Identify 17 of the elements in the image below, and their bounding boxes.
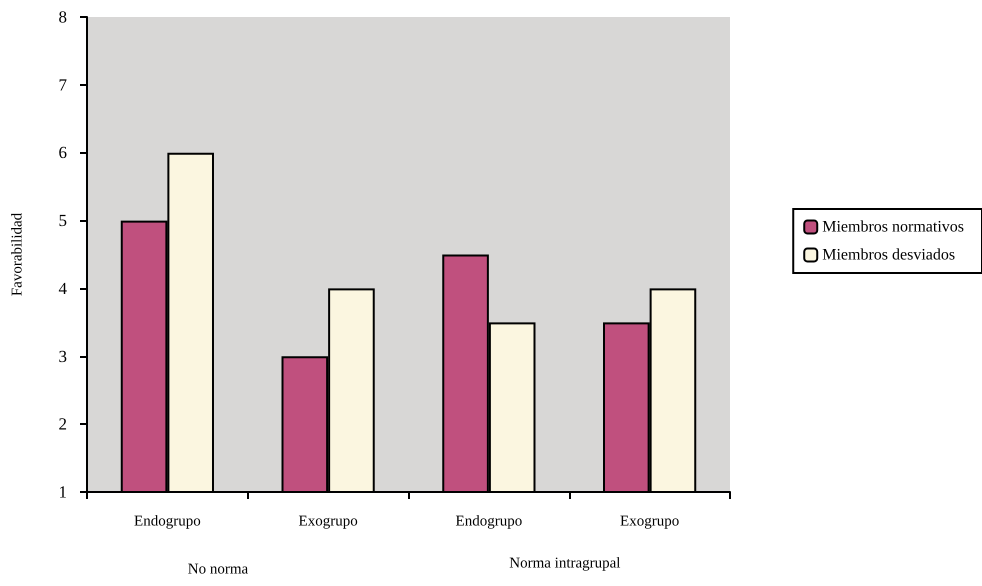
- y-tick-label: 6: [58, 143, 67, 162]
- y-tick-label: 2: [58, 414, 67, 434]
- text: Norma intragrupal: [509, 556, 620, 572]
- legend-label: Miembros normativos: [822, 218, 964, 236]
- text: No norma: [188, 562, 248, 578]
- y-tick-label: 5: [58, 211, 67, 230]
- x-tick-label: Exogrupo: [298, 514, 358, 530]
- x-tick-label: Endogrupo: [456, 514, 522, 530]
- x-tick-label: Exogrupo: [620, 514, 680, 530]
- y-tick-label: 8: [58, 8, 67, 26]
- y-tick-label: 3: [58, 346, 67, 366]
- y-tick-label: 1: [58, 482, 67, 502]
- y-tick-label: 4: [58, 278, 68, 298]
- y-axis-title: Favorabilidad: [10, 212, 26, 296]
- x-tick-label: Endogrupo: [134, 514, 201, 530]
- y-tick-label: 7: [58, 75, 68, 94]
- legend-label: Miembros desviados: [822, 246, 956, 264]
